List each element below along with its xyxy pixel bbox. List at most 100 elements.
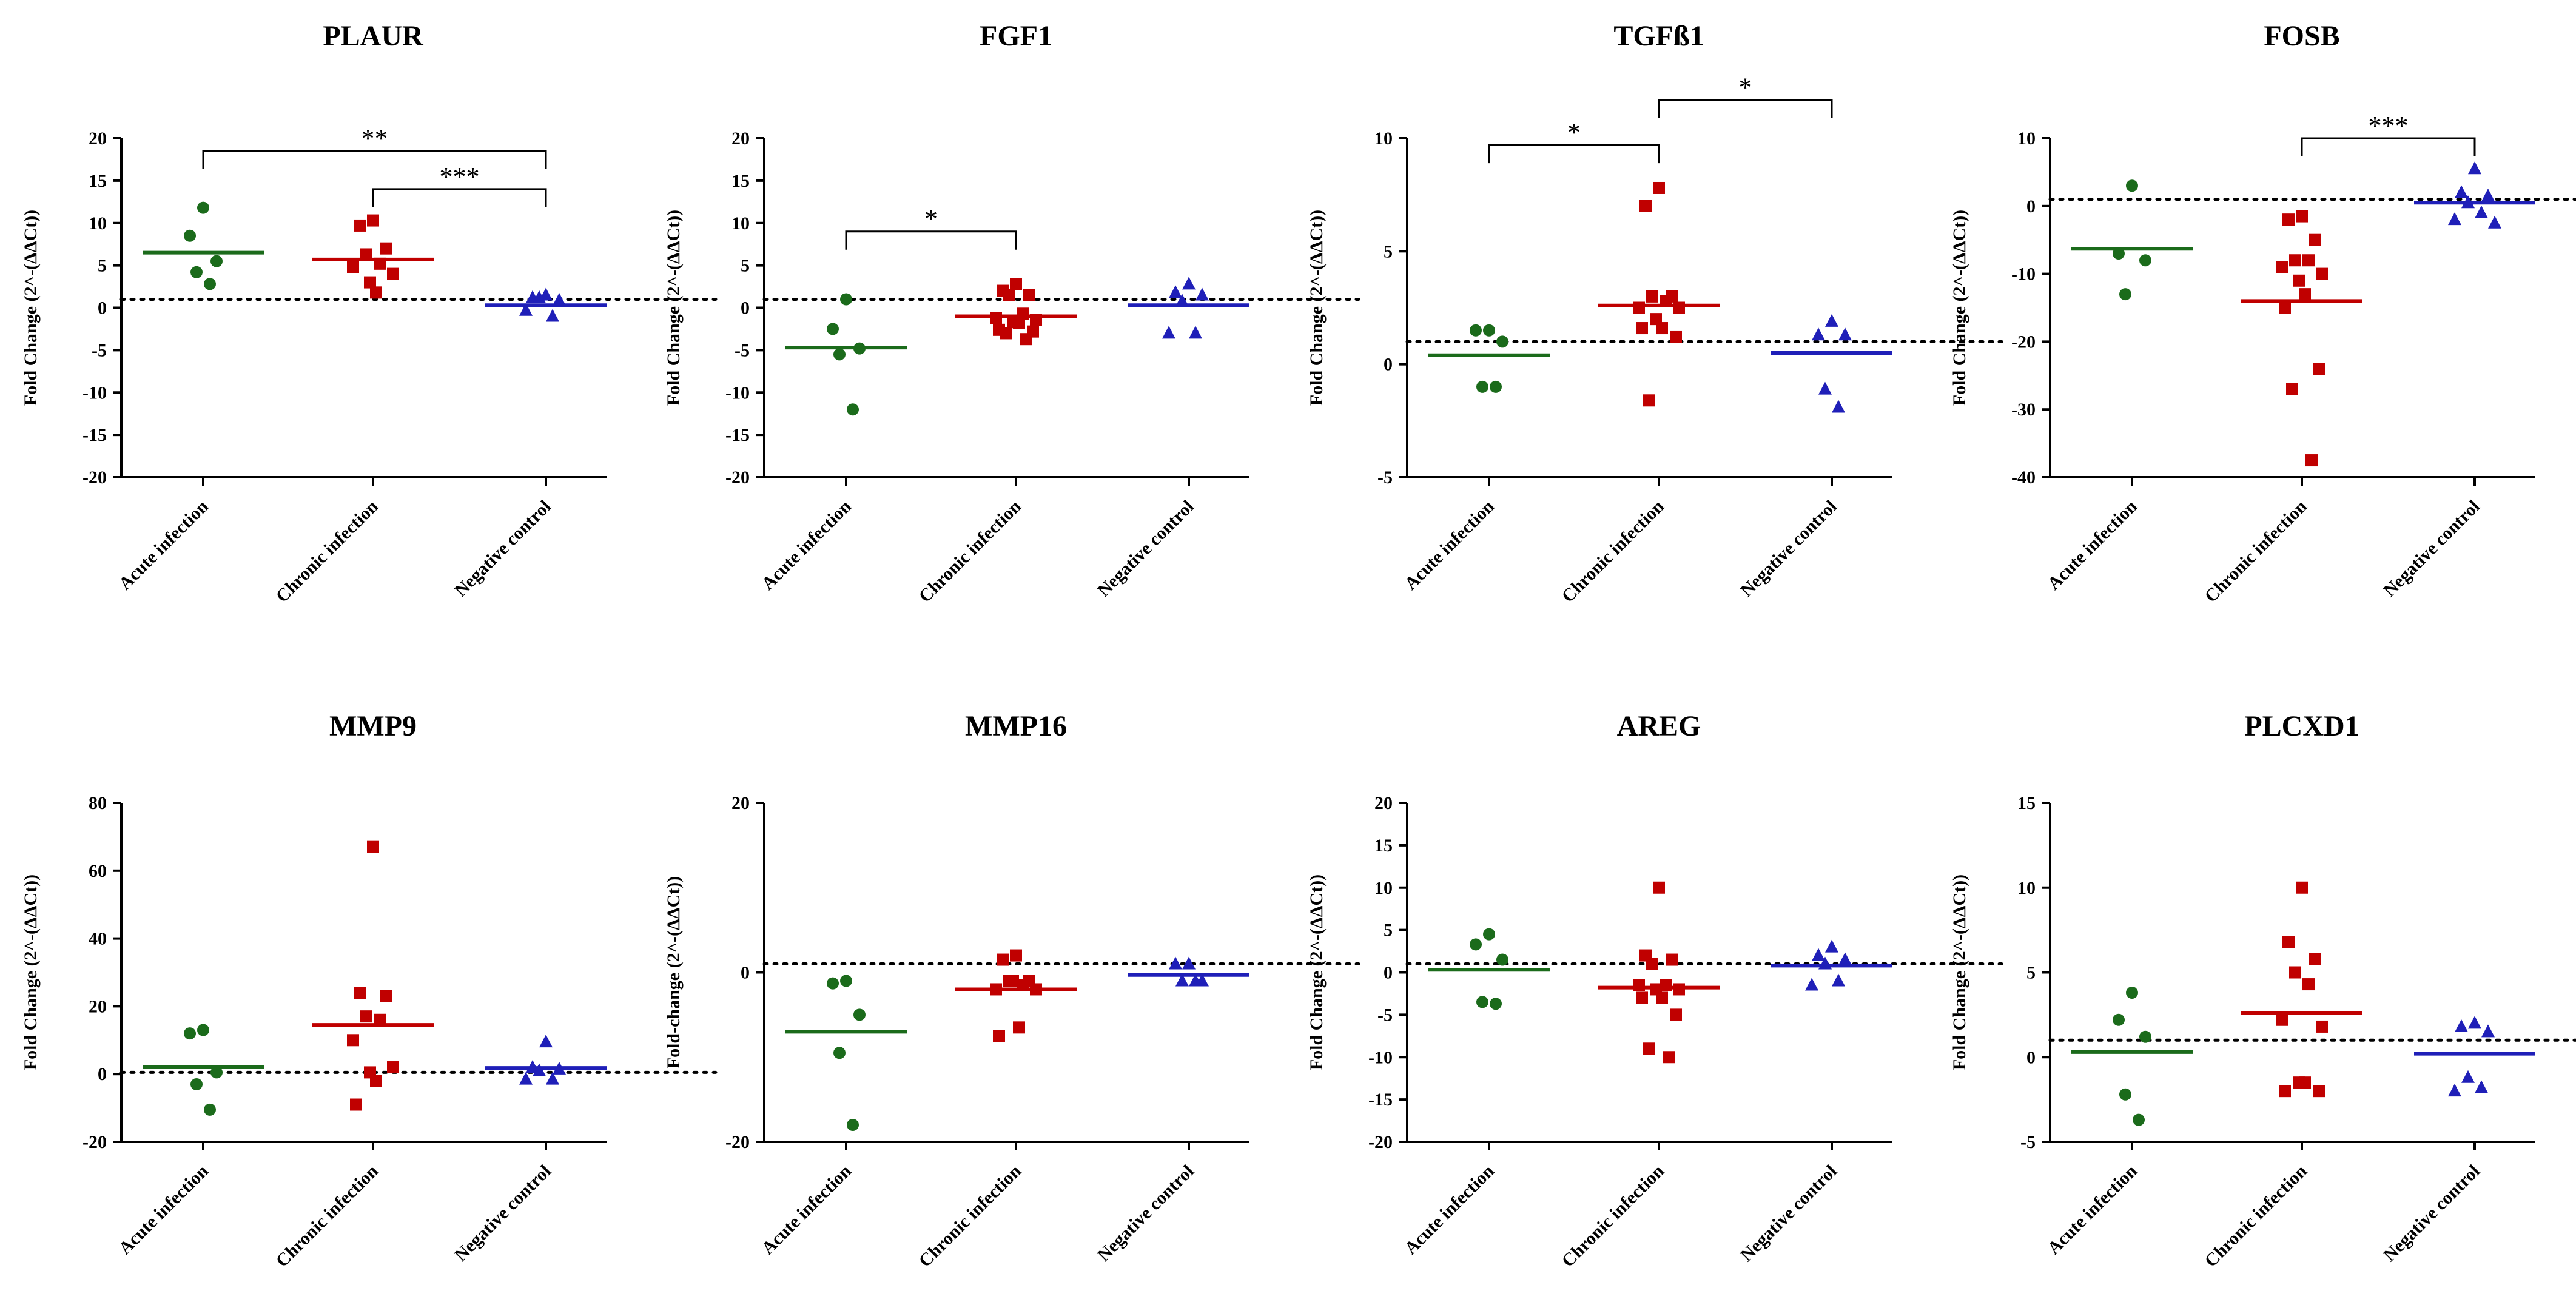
y-tick-label: -15 <box>1368 1090 1393 1110</box>
category-label: Acute infection <box>1401 1161 1498 1258</box>
y-axis-label: Fold-change (2^-(ΔΔCt)) <box>664 876 684 1069</box>
data-point <box>1470 324 1482 337</box>
y-tick-label: 10 <box>2017 878 2036 898</box>
data-point <box>2455 1019 2468 1032</box>
data-point <box>2468 161 2481 175</box>
data-point <box>1182 956 1196 970</box>
data-point <box>827 323 839 335</box>
data-point <box>1030 314 1042 326</box>
data-point <box>1169 285 1182 298</box>
y-tick-label: 0 <box>2026 1047 2036 1067</box>
data-point <box>204 278 216 290</box>
data-point <box>1670 1008 1682 1021</box>
category-label: Chronic infection <box>915 496 1025 606</box>
data-point <box>1023 289 1035 301</box>
data-point <box>2113 247 2125 260</box>
y-tick-label: -10 <box>2011 264 2036 284</box>
data-point <box>1007 975 1019 987</box>
panel-title: PLAUR <box>323 20 424 52</box>
data-point <box>2119 288 2131 301</box>
y-tick-label: -20 <box>82 1132 107 1152</box>
y-tick-label: 0 <box>741 298 750 318</box>
data-point <box>1646 958 1658 970</box>
significance-label: ** <box>362 124 388 153</box>
data-point <box>2455 185 2468 198</box>
data-point <box>1169 956 1182 970</box>
data-point <box>1175 294 1189 307</box>
category-label: Acute infection <box>2043 496 2141 594</box>
data-point <box>1825 939 1838 953</box>
panel-fgf1: FGF1 20 15 10 5 0 -5 -10 -15 -20 Fold Change (2^-(… <box>664 20 1360 606</box>
y-tick-label: -20 <box>725 468 750 488</box>
y-tick-label: -10 <box>725 383 750 403</box>
data-point <box>2468 1016 2481 1029</box>
data-point <box>1643 1042 1655 1055</box>
y-tick-label: 80 <box>89 793 107 813</box>
data-point <box>1636 991 1648 1004</box>
category-label: Chronic infection <box>272 496 382 606</box>
data-point <box>1646 290 1658 303</box>
data-point <box>380 242 392 255</box>
data-point <box>1030 983 1042 996</box>
data-point <box>1633 301 1645 314</box>
data-point <box>1838 327 1852 341</box>
data-point <box>1663 1051 1675 1064</box>
data-point <box>2296 210 2308 223</box>
y-axis-label: Fold Change (2^-(ΔΔCt)) <box>664 210 684 406</box>
y-tick-label: -20 <box>725 1132 750 1152</box>
data-point <box>1656 322 1668 335</box>
category-label: Negative control <box>451 1161 555 1266</box>
data-point <box>546 1072 559 1085</box>
data-point <box>2448 1084 2461 1097</box>
panel-title: MMP9 <box>329 710 417 742</box>
y-tick-label: 15 <box>1374 836 1393 856</box>
category-label: Acute infection <box>758 496 855 594</box>
data-point <box>2299 288 2311 301</box>
significance-bracket <box>1658 99 1833 118</box>
category-label: Chronic infection <box>272 1161 382 1271</box>
data-point <box>2282 213 2295 226</box>
category-label: Negative control <box>1094 497 1198 601</box>
y-axis-label: Fold Change (2^-(ΔΔCt)) <box>1949 210 1969 406</box>
y-tick-label: 0 <box>98 1064 107 1084</box>
y-tick-label: 0 <box>98 298 107 318</box>
data-point <box>2293 274 2305 287</box>
y-tick-label: 15 <box>731 171 750 191</box>
panel-title: TGFß1 <box>1613 20 1704 52</box>
y-tick-label: 20 <box>1374 793 1393 813</box>
data-point <box>827 977 839 990</box>
data-point <box>360 1010 372 1023</box>
y-tick-label: -10 <box>1368 1047 1393 1067</box>
data-point <box>1633 979 1645 991</box>
data-point <box>184 1027 196 1040</box>
data-point <box>1010 278 1022 290</box>
data-point <box>1013 1021 1025 1034</box>
y-tick-label: -5 <box>1377 1005 1393 1025</box>
y-axis-label: Fold Change (2^-(ΔΔCt)) <box>21 874 41 1070</box>
data-point <box>2475 205 2488 218</box>
data-point <box>1162 326 1175 339</box>
data-point <box>2461 195 2475 209</box>
data-point <box>1805 978 1818 991</box>
data-point <box>853 1008 866 1021</box>
data-point <box>1812 327 1825 341</box>
category-label: Acute infection <box>2043 1161 2141 1258</box>
data-point <box>210 255 223 267</box>
data-point <box>2309 233 2321 246</box>
y-tick-label: 20 <box>89 129 107 149</box>
data-point <box>204 1103 216 1116</box>
data-point <box>519 1072 533 1085</box>
panel-tgfß1: TGFß1 10 5 0 -5 Fold Change (2^-(ΔΔCt)) Acute … <box>1306 20 2003 606</box>
data-point <box>2279 1085 2291 1098</box>
data-point <box>1010 949 1022 962</box>
data-point <box>993 1030 1005 1042</box>
y-tick-label: 10 <box>731 213 750 233</box>
data-point <box>380 990 392 1002</box>
data-point <box>197 1024 209 1036</box>
data-point <box>1639 200 1652 212</box>
panel-title: AREG <box>1617 710 1701 742</box>
category-label: Chronic infection <box>2201 496 2311 606</box>
data-point <box>2481 189 2495 202</box>
data-point <box>1013 317 1025 329</box>
category-label: Negative control <box>1737 1161 1841 1266</box>
